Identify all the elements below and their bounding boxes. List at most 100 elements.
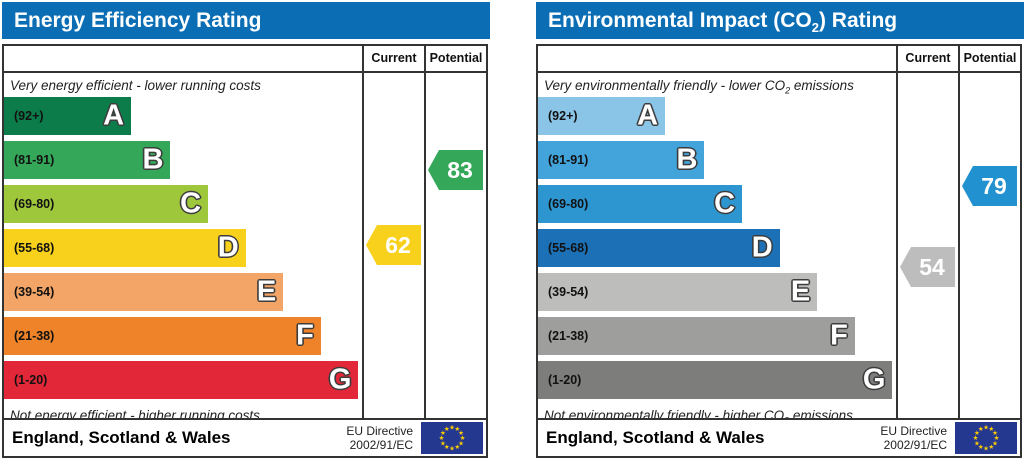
current-rating-value: 54 — [919, 253, 945, 280]
svg-text:★: ★ — [994, 434, 1000, 442]
svg-text:★: ★ — [983, 445, 989, 453]
band-b: (81-91) B — [538, 141, 705, 179]
svg-text:★: ★ — [439, 434, 445, 442]
band-c-range: (69-80) — [548, 197, 589, 211]
band-f-letter: F — [296, 319, 314, 352]
top-caption-text: Very energy efficient - lower running co… — [10, 78, 261, 93]
current-column: 54 — [896, 73, 958, 426]
svg-text:★: ★ — [974, 439, 980, 447]
svg-text:★: ★ — [988, 425, 994, 433]
potential-rating-value: 83 — [447, 156, 473, 183]
svg-text:★: ★ — [992, 429, 998, 437]
top-caption-suffix: emissions — [790, 78, 854, 93]
title-suffix: ) Rating — [818, 9, 898, 32]
region-label: England, Scotland & Wales — [546, 428, 765, 447]
potential-column-header: Potential — [958, 46, 1020, 71]
band-c-range: (69-80) — [14, 197, 55, 211]
energy-panel-title: Energy Efficiency Rating — [2, 2, 490, 39]
band-a-letter: A — [103, 99, 125, 132]
top-caption-text: Very environmentally friendly - lower CO — [544, 78, 786, 93]
title-subscript: 2 — [811, 20, 819, 36]
band-e-range: (39-54) — [548, 285, 589, 299]
eu-directive-line1: EU Directive — [880, 423, 947, 438]
current-rating-arrow: 62 — [366, 225, 421, 265]
svg-text:★: ★ — [458, 429, 464, 437]
environment-footer: England, Scotland & Wales EU Directive 2… — [536, 418, 1022, 458]
column-header-row: Current Potential — [538, 46, 1020, 73]
band-a-range: (92+) — [548, 109, 578, 123]
potential-rating-arrow: 83 — [428, 150, 483, 190]
potential-column-header: Potential — [424, 46, 486, 71]
band-f: (21-38) F — [4, 317, 321, 355]
current-column: 62 — [362, 73, 424, 426]
svg-text:★: ★ — [449, 445, 455, 453]
band-c: (69-80) C — [538, 185, 743, 223]
band-f: (21-38) F — [538, 317, 855, 355]
title-text: Environmental Impact (CO — [548, 9, 812, 32]
eu-directive-line2: 2002/91/EC — [883, 438, 947, 452]
band-g: (1-20) G — [4, 361, 359, 399]
eu-directive-line1: EU Directive — [346, 423, 413, 438]
energy-ratings-table: Current Potential Very energy efficient … — [2, 44, 488, 426]
svg-text:★: ★ — [460, 434, 466, 442]
energy-band-area: Very energy efficient - lower running co… — [4, 73, 362, 426]
energy-table-body: Very energy efficient - lower running co… — [4, 73, 486, 426]
svg-text:★: ★ — [454, 425, 460, 433]
top-caption-subscript: 2 — [785, 85, 791, 96]
title-text: Energy Efficiency Rating — [14, 9, 262, 32]
top-caption: Very environmentally friendly - lower CO… — [538, 73, 896, 97]
svg-text:★: ★ — [992, 439, 998, 447]
svg-text:★: ★ — [454, 443, 460, 451]
band-g-letter: G — [328, 363, 352, 396]
eu-directive-label: EU Directive 2002/91/EC — [880, 424, 955, 453]
svg-text:★: ★ — [444, 425, 450, 433]
svg-text:★: ★ — [978, 425, 984, 433]
svg-text:★: ★ — [449, 424, 455, 432]
current-column-header: Current — [896, 46, 958, 71]
current-rating-value: 62 — [385, 231, 411, 258]
band-d-range: (55-68) — [548, 241, 589, 255]
band-e-range: (39-54) — [14, 285, 55, 299]
svg-text:★: ★ — [440, 429, 446, 437]
header-spacer — [4, 46, 362, 71]
svg-text:★: ★ — [458, 439, 464, 447]
band-d-letter: D — [751, 231, 773, 264]
band-f-range: (21-38) — [548, 329, 589, 343]
environment-panel-title: Environmental Impact (CO2) Rating — [536, 2, 1024, 39]
eu-flag-icon: ★ ★★ ★★★ ★★★ ★★★ — [955, 422, 1017, 454]
environment-ratings-table: Current Potential Very environmentally f… — [536, 44, 1022, 426]
svg-text:★: ★ — [444, 443, 450, 451]
svg-text:★: ★ — [973, 434, 979, 442]
band-a-range: (92+) — [14, 109, 44, 123]
band-d-letter: D — [217, 231, 239, 264]
eu-directive-line2: 2002/91/EC — [349, 438, 413, 452]
environment-table-body: Very environmentally friendly - lower CO… — [538, 73, 1020, 426]
band-g-range: (1-20) — [548, 373, 582, 387]
band-g: (1-20) G — [538, 361, 893, 399]
band-e: (39-54) E — [538, 273, 818, 311]
svg-text:★: ★ — [983, 424, 989, 432]
region-label: England, Scotland & Wales — [12, 428, 231, 447]
environment-band-area: Very environmentally friendly - lower CO… — [538, 73, 896, 426]
top-caption: Very energy efficient - lower running co… — [4, 73, 362, 97]
band-g-range: (1-20) — [14, 373, 48, 387]
svg-text:★: ★ — [974, 429, 980, 437]
band-b-letter: B — [142, 143, 164, 176]
energy-footer: England, Scotland & Wales EU Directive 2… — [2, 418, 488, 458]
band-b-range: (81-91) — [548, 153, 589, 167]
header-spacer — [538, 46, 896, 71]
band-d-range: (55-68) — [14, 241, 55, 255]
band-f-letter: F — [830, 319, 848, 352]
band-a-letter: A — [637, 99, 659, 132]
eu-flag-icon: ★ ★★ ★★★ ★★★ ★★★ — [421, 422, 483, 454]
band-c: (69-80) C — [4, 185, 209, 223]
band-b-letter: B — [676, 143, 698, 176]
band-f-range: (21-38) — [14, 329, 55, 343]
environmental-impact-panel: Environmental Impact (CO2) Rating Curren… — [534, 0, 1024, 460]
band-c-letter: C — [714, 187, 736, 220]
band-e-letter: E — [256, 275, 277, 308]
band-b: (81-91) B — [4, 141, 171, 179]
svg-text:★: ★ — [988, 443, 994, 451]
band-e: (39-54) E — [4, 273, 284, 311]
band-b-range: (81-91) — [14, 153, 55, 167]
